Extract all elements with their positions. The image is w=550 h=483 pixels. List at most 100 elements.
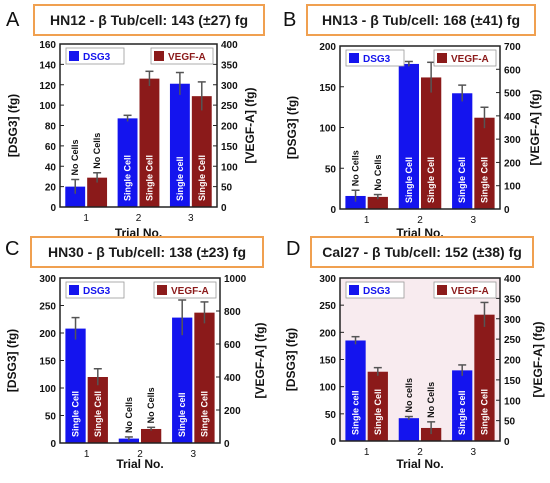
legend-swatch-dsg3 — [69, 51, 79, 61]
bar-vegf-a-trial-3 — [474, 314, 495, 441]
bar-dsg3-trial-2 — [398, 63, 419, 210]
bar-dsg3-trial-2 — [118, 438, 139, 443]
panel-b: B HN13 - β Tub/cell: 168 (±41) fg No Cells… — [283, 4, 542, 240]
bar-label: Single Cell — [144, 155, 154, 201]
bar-label: No cells — [404, 378, 414, 413]
bar-label: Single cell — [351, 390, 361, 435]
x-tick-label: 3 — [471, 447, 477, 458]
bar-label: No Cells — [351, 150, 361, 186]
x-tick-label: 1 — [84, 449, 90, 460]
x-tick-label: 3 — [471, 215, 477, 226]
y-tick-label: 100 — [319, 124, 336, 135]
y2-tick-label: 300 — [504, 135, 521, 146]
y2-tick-label: 100 — [504, 182, 521, 193]
bar-dsg3-trial-2 — [117, 118, 138, 207]
y2-tick-label: 250 — [221, 101, 238, 112]
legend-swatch-dsg3 — [69, 285, 79, 295]
panel-letter: A — [6, 9, 20, 31]
y-tick-label: 250 — [319, 301, 336, 312]
bar-label: No Cells — [373, 155, 383, 191]
panel-d: D Cal27 - β Tub/cell: 152 (±38) fg Single … — [284, 236, 545, 471]
y2-tick-label: 400 — [504, 112, 521, 123]
y-tick-label: 200 — [319, 42, 336, 53]
y-tick-label: 0 — [330, 437, 336, 448]
y-tick-label: 40 — [45, 162, 57, 173]
panel-letter: C — [5, 238, 19, 260]
y-tick-label: 50 — [325, 164, 337, 175]
y2-tick-label: 0 — [221, 203, 227, 214]
y2-tick-label: 50 — [221, 183, 233, 194]
legend-box-dsg3 — [65, 281, 125, 299]
y-tick-label: 0 — [50, 203, 56, 214]
y2-tick-label: 300 — [504, 315, 521, 326]
panel-letter: B — [283, 9, 296, 31]
legend-swatch-dsg3 — [349, 285, 359, 295]
legend-label-dsg3: DSG3 — [83, 52, 111, 63]
legend-box-vegf-a — [150, 47, 214, 65]
y-axis-title: [DSG3] (fg) — [5, 329, 19, 392]
y-tick-label: 150 — [319, 83, 336, 94]
y2-tick-label: 350 — [504, 294, 521, 305]
x-tick-label: 2 — [417, 215, 423, 226]
y2-axis-title: [VEGF-A] (fg) — [528, 90, 542, 166]
legend-label-vegf-a: VEGF-A — [451, 286, 489, 297]
panel-a: A HN12 - β Tub/cell: 143 (±27) fg No Cells… — [6, 4, 265, 240]
bar-label: Single Cell — [123, 155, 133, 201]
y2-tick-label: 200 — [221, 122, 238, 133]
legend-swatch-vegf-a — [437, 285, 447, 295]
y2-tick-label: 200 — [224, 406, 241, 417]
bar-vegf-a-trial-1 — [87, 177, 108, 207]
bar-label: Single Cell — [373, 389, 383, 435]
panel-title-box — [33, 4, 265, 36]
y-tick-label: 50 — [325, 410, 337, 421]
x-axis-title: Trial No. — [396, 457, 443, 471]
y2-tick-label: 100 — [504, 396, 521, 407]
bar-dsg3-trial-1 — [345, 340, 366, 441]
bar-vegf-a-trial-2 — [421, 77, 442, 209]
bar-label: Single Cell — [199, 391, 209, 437]
panel-title: HN13 - β Tub/cell: 168 (±41) fg — [322, 12, 520, 28]
bar-label: No Cells — [70, 139, 80, 175]
bar-dsg3-trial-1 — [345, 195, 366, 209]
y-tick-label: 100 — [39, 384, 56, 395]
y-tick-label: 0 — [330, 205, 336, 216]
legend-swatch-dsg3 — [349, 53, 359, 63]
y-axis-title: [DSG3] (fg) — [284, 328, 298, 391]
y-tick-label: 200 — [319, 328, 336, 339]
bar-label: Single Cell — [197, 155, 207, 201]
bar-dsg3-trial-3 — [452, 93, 473, 209]
x-axis-title: Trial No. — [116, 457, 163, 471]
bar-label: Single Cell — [479, 157, 489, 203]
y2-axis-title: [VEGF-A] (fg) — [253, 323, 267, 399]
bar-dsg3-trial-3 — [452, 370, 473, 441]
legend-box-vegf-a — [433, 281, 497, 299]
bar-label: Single Cell — [479, 389, 489, 435]
panel-title: HN30 - β Tub/cell: 138 (±23) fg — [48, 244, 246, 260]
y2-tick-label: 150 — [221, 142, 238, 153]
y2-tick-label: 250 — [504, 335, 521, 346]
x-tick-label: 1 — [83, 213, 89, 224]
y2-tick-label: 700 — [504, 42, 521, 53]
x-tick-label: 3 — [191, 449, 197, 460]
x-tick-label: 1 — [364, 447, 370, 458]
plot-background — [340, 278, 500, 441]
y2-tick-label: 100 — [221, 162, 238, 173]
y2-axis-title: [VEGF-A] (fg) — [243, 88, 257, 164]
y2-tick-label: 600 — [224, 340, 241, 351]
legend-label-vegf-a: VEGF-A — [451, 54, 489, 65]
bar-label: No Cells — [426, 382, 436, 418]
y2-tick-label: 0 — [504, 205, 510, 216]
y2-tick-label: 400 — [504, 274, 521, 285]
bar-label: No Cells — [92, 133, 102, 169]
bar-vegf-a-trial-1 — [87, 377, 108, 443]
y-tick-label: 200 — [39, 329, 56, 340]
bar-vegf-a-trial-3 — [191, 96, 212, 207]
y2-tick-label: 200 — [504, 158, 521, 169]
panel-title-box — [306, 4, 536, 36]
bar-label: Single cell — [457, 390, 467, 435]
y-tick-label: 150 — [319, 356, 336, 367]
bar-label: No Cells — [124, 397, 134, 433]
y2-tick-label: 350 — [221, 60, 238, 71]
y-tick-label: 50 — [45, 412, 57, 423]
panel-title: Cal27 - β Tub/cell: 152 (±38) fg — [322, 244, 522, 260]
